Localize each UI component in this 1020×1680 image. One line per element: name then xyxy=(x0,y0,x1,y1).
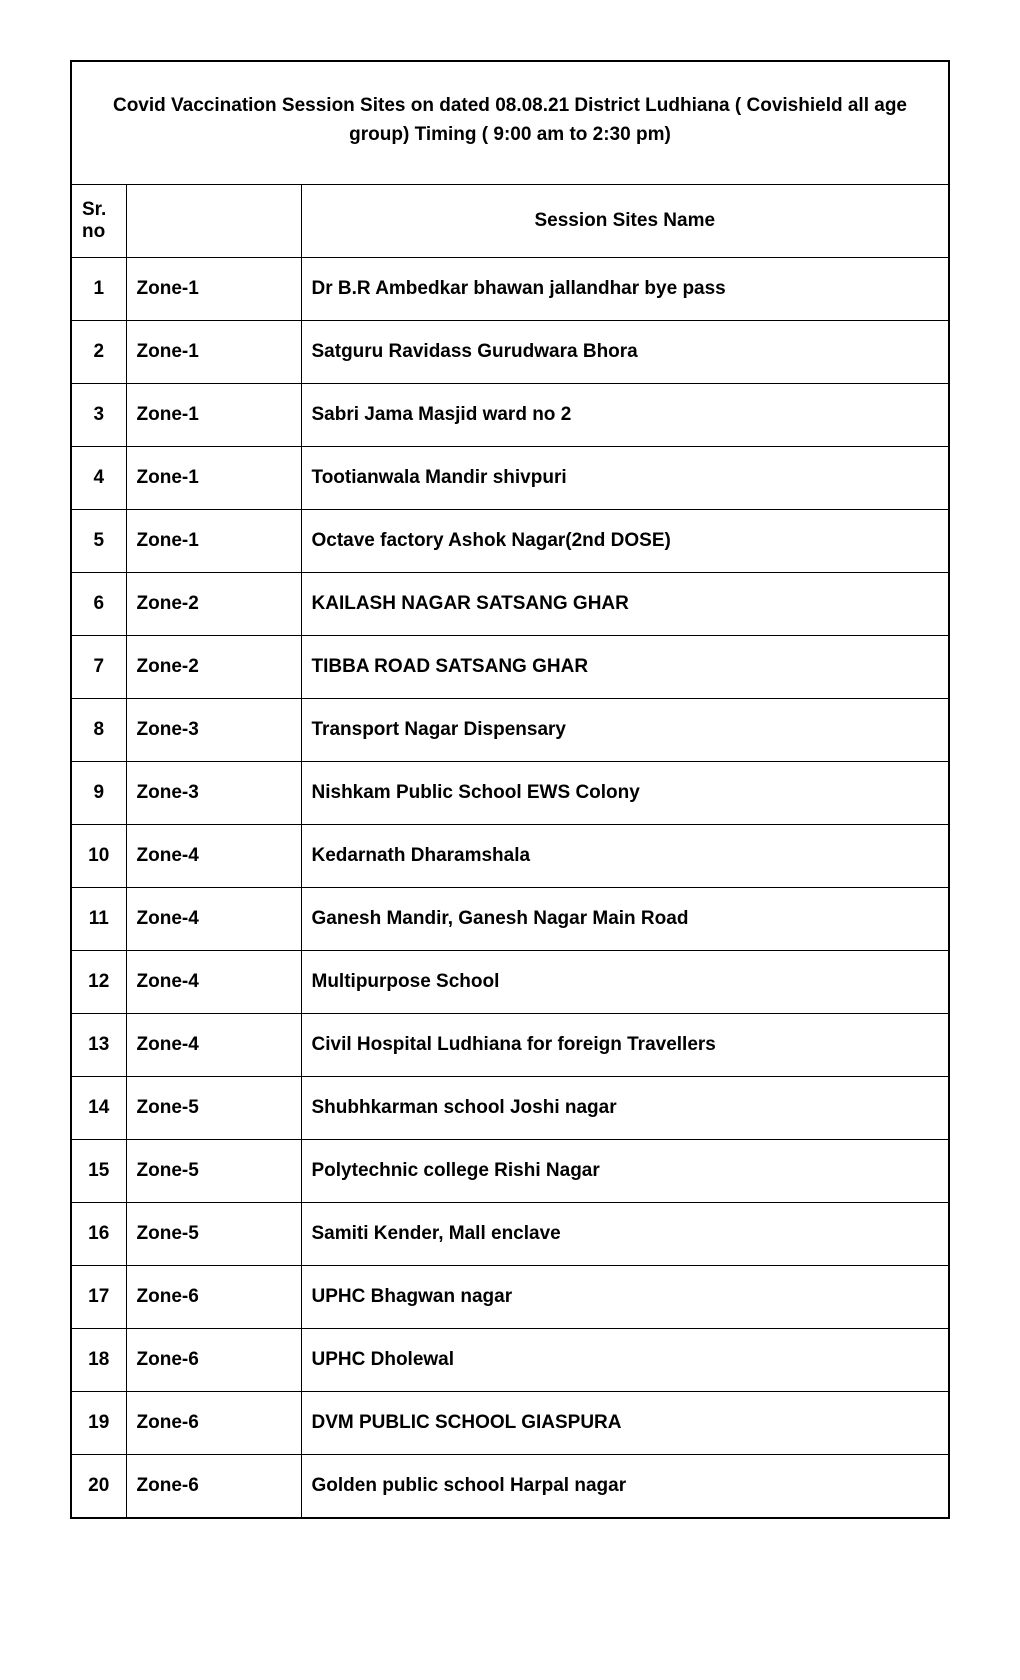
cell-zone: Zone-2 xyxy=(126,573,301,636)
cell-sr-no: 19 xyxy=(71,1392,126,1455)
table-row: 4Zone-1Tootianwala Mandir shivpuri xyxy=(71,447,949,510)
cell-site-name: Polytechnic college Rishi Nagar xyxy=(301,1140,949,1203)
cell-sr-no: 6 xyxy=(71,573,126,636)
cell-sr-no: 12 xyxy=(71,951,126,1014)
cell-zone: Zone-4 xyxy=(126,825,301,888)
cell-site-name: Multipurpose School xyxy=(301,951,949,1014)
cell-site-name: KAILASH NAGAR SATSANG GHAR xyxy=(301,573,949,636)
cell-zone: Zone-3 xyxy=(126,762,301,825)
cell-zone: Zone-1 xyxy=(126,321,301,384)
header-session-sites: Session Sites Name xyxy=(301,185,949,258)
cell-zone: Zone-6 xyxy=(126,1392,301,1455)
cell-sr-no: 11 xyxy=(71,888,126,951)
cell-sr-no: 3 xyxy=(71,384,126,447)
cell-sr-no: 4 xyxy=(71,447,126,510)
table-title: Covid Vaccination Session Sites on dated… xyxy=(71,61,949,185)
cell-sr-no: 5 xyxy=(71,510,126,573)
cell-sr-no: 15 xyxy=(71,1140,126,1203)
table-row: 6Zone-2KAILASH NAGAR SATSANG GHAR xyxy=(71,573,949,636)
cell-site-name: Satguru Ravidass Gurudwara Bhora xyxy=(301,321,949,384)
table-row: 18Zone-6UPHC Dholewal xyxy=(71,1329,949,1392)
cell-zone: Zone-1 xyxy=(126,258,301,321)
cell-sr-no: 8 xyxy=(71,699,126,762)
table-row: 17Zone-6UPHC Bhagwan nagar xyxy=(71,1266,949,1329)
cell-sr-no: 16 xyxy=(71,1203,126,1266)
table-row: 8Zone-3Transport Nagar Dispensary xyxy=(71,699,949,762)
cell-zone: Zone-6 xyxy=(126,1266,301,1329)
cell-sr-no: 7 xyxy=(71,636,126,699)
cell-site-name: Nishkam Public School EWS Colony xyxy=(301,762,949,825)
header-sr-no: Sr. no xyxy=(71,185,126,258)
table-row: 7Zone-2TIBBA ROAD SATSANG GHAR xyxy=(71,636,949,699)
cell-site-name: Ganesh Mandir, Ganesh Nagar Main Road xyxy=(301,888,949,951)
table-row: 1Zone-1Dr B.R Ambedkar bhawan jallandhar… xyxy=(71,258,949,321)
cell-zone: Zone-6 xyxy=(126,1455,301,1519)
cell-site-name: DVM PUBLIC SCHOOL GIASPURA xyxy=(301,1392,949,1455)
cell-sr-no: 18 xyxy=(71,1329,126,1392)
table-row: 3Zone-1Sabri Jama Masjid ward no 2 xyxy=(71,384,949,447)
cell-site-name: Tootianwala Mandir shivpuri xyxy=(301,447,949,510)
table-row: 12Zone-4Multipurpose School xyxy=(71,951,949,1014)
cell-sr-no: 13 xyxy=(71,1014,126,1077)
table-row: 2Zone-1Satguru Ravidass Gurudwara Bhora xyxy=(71,321,949,384)
cell-zone: Zone-5 xyxy=(126,1140,301,1203)
cell-site-name: Civil Hospital Ludhiana for foreign Trav… xyxy=(301,1014,949,1077)
table-body: 1Zone-1Dr B.R Ambedkar bhawan jallandhar… xyxy=(71,258,949,1519)
cell-zone: Zone-1 xyxy=(126,510,301,573)
cell-sr-no: 14 xyxy=(71,1077,126,1140)
table-row: 9Zone-3Nishkam Public School EWS Colony xyxy=(71,762,949,825)
cell-zone: Zone-4 xyxy=(126,951,301,1014)
cell-site-name: Shubhkarman school Joshi nagar xyxy=(301,1077,949,1140)
table-row: 13Zone-4Civil Hospital Ludhiana for fore… xyxy=(71,1014,949,1077)
cell-site-name: Samiti Kender, Mall enclave xyxy=(301,1203,949,1266)
cell-sr-no: 17 xyxy=(71,1266,126,1329)
table-row: 14Zone-5Shubhkarman school Joshi nagar xyxy=(71,1077,949,1140)
cell-zone: Zone-5 xyxy=(126,1077,301,1140)
cell-sr-no: 9 xyxy=(71,762,126,825)
cell-zone: Zone-4 xyxy=(126,1014,301,1077)
cell-sr-no: 10 xyxy=(71,825,126,888)
cell-zone: Zone-1 xyxy=(126,447,301,510)
cell-zone: Zone-1 xyxy=(126,384,301,447)
document-container: Covid Vaccination Session Sites on dated… xyxy=(70,60,950,1519)
cell-zone: Zone-3 xyxy=(126,699,301,762)
table-row: 11Zone-4Ganesh Mandir, Ganesh Nagar Main… xyxy=(71,888,949,951)
table-row: 19Zone-6DVM PUBLIC SCHOOL GIASPURA xyxy=(71,1392,949,1455)
header-zone xyxy=(126,185,301,258)
table-row: 16Zone-5Samiti Kender, Mall enclave xyxy=(71,1203,949,1266)
table-row: 20Zone-6Golden public school Harpal naga… xyxy=(71,1455,949,1519)
cell-sr-no: 20 xyxy=(71,1455,126,1519)
cell-site-name: UPHC Bhagwan nagar xyxy=(301,1266,949,1329)
table-row: 15Zone-5Polytechnic college Rishi Nagar xyxy=(71,1140,949,1203)
cell-site-name: UPHC Dholewal xyxy=(301,1329,949,1392)
cell-site-name: TIBBA ROAD SATSANG GHAR xyxy=(301,636,949,699)
cell-sr-no: 2 xyxy=(71,321,126,384)
cell-zone: Zone-2 xyxy=(126,636,301,699)
cell-site-name: Kedarnath Dharamshala xyxy=(301,825,949,888)
cell-site-name: Octave factory Ashok Nagar(2nd DOSE) xyxy=(301,510,949,573)
table-row: 10Zone-4Kedarnath Dharamshala xyxy=(71,825,949,888)
cell-zone: Zone-4 xyxy=(126,888,301,951)
cell-zone: Zone-6 xyxy=(126,1329,301,1392)
vaccination-sites-table: Covid Vaccination Session Sites on dated… xyxy=(70,60,950,1519)
cell-site-name: Dr B.R Ambedkar bhawan jallandhar bye pa… xyxy=(301,258,949,321)
cell-site-name: Transport Nagar Dispensary xyxy=(301,699,949,762)
cell-zone: Zone-5 xyxy=(126,1203,301,1266)
header-row: Sr. no Session Sites Name xyxy=(71,185,949,258)
cell-site-name: Golden public school Harpal nagar xyxy=(301,1455,949,1519)
title-row: Covid Vaccination Session Sites on dated… xyxy=(71,61,949,185)
table-row: 5Zone-1Octave factory Ashok Nagar(2nd DO… xyxy=(71,510,949,573)
cell-sr-no: 1 xyxy=(71,258,126,321)
cell-site-name: Sabri Jama Masjid ward no 2 xyxy=(301,384,949,447)
